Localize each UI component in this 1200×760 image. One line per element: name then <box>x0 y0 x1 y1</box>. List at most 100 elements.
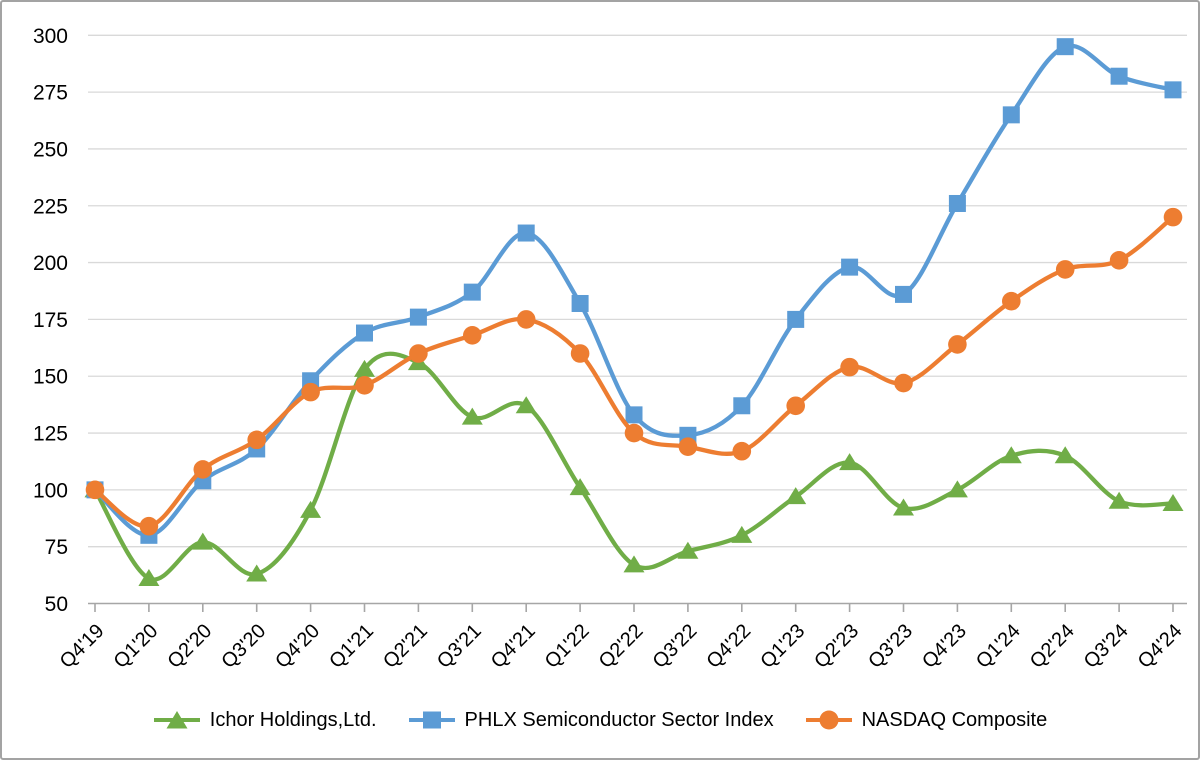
data-point-nasdaq-composite-Q2'20 <box>193 460 213 479</box>
series-line-nasdaq-composite <box>92 214 1176 529</box>
legend-triangle-marker-icon <box>153 711 200 729</box>
data-point-phlx-semiconductor-sector-index-Q2'23 <box>841 258 859 276</box>
data-point-ichor-holdings-ltd-Q2'20 <box>192 532 214 550</box>
data-point-ichor-holdings-ltd-Q4'23 <box>946 480 968 498</box>
y-axis-tick-label: 50 <box>45 593 68 616</box>
data-point-phlx-semiconductor-sector-index-Q1'22 <box>571 294 589 312</box>
data-point-nasdaq-composite-Q1'21 <box>355 376 374 395</box>
data-point-nasdaq-composite-Q3'22 <box>678 437 698 456</box>
data-point-phlx-semiconductor-sector-index-Q1'24 <box>1002 106 1020 124</box>
x-axis-tick-label: Q4'20 <box>271 620 324 673</box>
x-axis-tick-label: Q1'20 <box>110 620 163 673</box>
data-point-nasdaq-composite-Q3'23 <box>894 373 913 393</box>
data-point-ichor-holdings-ltd-Q2'23 <box>839 453 861 471</box>
data-point-ichor-holdings-ltd-Q1'20 <box>138 568 160 586</box>
data-point-nasdaq-composite-Q1'23 <box>786 396 805 416</box>
data-point-nasdaq-composite-Q4'23 <box>948 335 967 354</box>
legend-label-ichor: Ichor Holdings,Ltd. <box>209 708 377 731</box>
x-axis-tick-label: Q1'21 <box>325 620 378 673</box>
data-point-nasdaq-composite-Q1'24 <box>1002 291 1021 311</box>
data-point-phlx-semiconductor-sector-index-Q4'23 <box>948 194 966 212</box>
x-axis-tick-label: Q3'20 <box>217 620 270 673</box>
legend-item-nasdaq: NASDAQ Composite <box>805 708 1048 732</box>
data-point-phlx-semiconductor-sector-index-Q4'21 <box>517 224 535 242</box>
data-point-ichor-holdings-ltd-Q3'23 <box>893 498 914 516</box>
y-axis-labels: 50 75 100 125 150 175 200 225 250 275 300 <box>33 25 68 616</box>
data-point-nasdaq-composite-Q1'20 <box>139 516 159 536</box>
x-axis-tick-label: Q4'21 <box>487 620 540 673</box>
x-axis-tick-label: Q4'23 <box>918 620 971 673</box>
data-point-nasdaq-composite-Q4'21 <box>516 310 536 329</box>
x-axis-tick-label: Q3'22 <box>649 620 702 673</box>
data-point-phlx-semiconductor-sector-index-Q4'24 <box>1164 81 1182 99</box>
data-point-phlx-semiconductor-sector-index-Q2'21 <box>409 308 427 326</box>
y-axis-tick-label: 150 <box>33 366 68 389</box>
x-axis-tick-label: Q1'24 <box>972 620 1025 673</box>
data-point-ichor-holdings-ltd-Q3'24 <box>1108 491 1130 509</box>
series-ichor-holdings-ltd <box>84 351 1184 586</box>
y-axis-tick-label: 300 <box>33 25 68 48</box>
y-axis-tick-label: 225 <box>33 195 68 218</box>
x-axis-tick-label: Q1'23 <box>756 620 809 673</box>
data-point-phlx-semiconductor-sector-index-Q2'24 <box>1056 38 1074 56</box>
legend-square-marker-icon <box>408 711 455 729</box>
x-axis-tick-label: Q2'22 <box>595 620 648 673</box>
data-point-nasdaq-composite-Q3'20 <box>247 430 266 450</box>
series-nasdaq-composite <box>85 207 1183 536</box>
data-point-phlx-semiconductor-sector-index-Q4'22 <box>733 397 751 415</box>
data-point-ichor-holdings-ltd-Q3'21 <box>461 407 483 425</box>
data-point-phlx-semiconductor-sector-index-Q1'23 <box>787 310 805 328</box>
data-point-phlx-semiconductor-sector-index-Q3'23 <box>895 285 912 303</box>
data-point-nasdaq-composite-Q4'24 <box>1163 207 1183 227</box>
data-point-ichor-holdings-ltd-Q3'20 <box>246 564 268 582</box>
legend-item-ichor: Ichor Holdings,Ltd. <box>153 709 377 732</box>
data-point-ichor-holdings-ltd-Q4'20 <box>300 500 322 518</box>
x-axis-tick-label: Q4'24 <box>1134 620 1187 673</box>
chart-legend: Ichor Holdings,Ltd. PHLX Semiconductor S… <box>2 698 1198 742</box>
x-axis-tick-label: Q2'23 <box>810 620 863 673</box>
x-axis <box>88 602 1187 612</box>
x-axis-labels: Q4'19 Q1'20 Q2'20 Q3'20 Q4'20 Q1'21 Q2'21 Q3'21… <box>56 620 1187 673</box>
x-axis-tick-label: Q4'19 <box>56 620 109 673</box>
x-axis-tick-label: Q4'22 <box>702 620 755 673</box>
data-point-nasdaq-composite-Q2'22 <box>624 423 644 443</box>
y-axis-tick-label: 275 <box>33 82 68 105</box>
data-point-ichor-holdings-ltd-Q3'22 <box>677 541 699 559</box>
data-point-nasdaq-composite-Q4'19 <box>85 480 105 500</box>
data-point-nasdaq-composite-Q4'22 <box>732 441 752 461</box>
x-axis-tick-label: Q2'24 <box>1026 620 1079 673</box>
data-point-ichor-holdings-ltd-Q1'22 <box>569 478 591 496</box>
series-phlx-semiconductor-sector-index <box>86 38 1182 544</box>
data-point-phlx-semiconductor-sector-index-Q3'24 <box>1110 67 1128 85</box>
x-axis-tick-label: Q2'21 <box>379 620 432 673</box>
data-point-ichor-holdings-ltd-Q4'22 <box>731 525 753 543</box>
data-point-nasdaq-composite-Q2'21 <box>409 344 428 363</box>
y-axis-tick-label: 75 <box>45 536 68 559</box>
data-point-nasdaq-composite-Q2'23 <box>840 357 859 377</box>
data-point-ichor-holdings-ltd-Q2'22 <box>623 555 645 573</box>
x-axis-tick-label: Q3'23 <box>864 620 917 673</box>
legend-item-phlx: PHLX Semiconductor Sector Index <box>408 709 774 732</box>
data-point-nasdaq-composite-Q3'21 <box>463 326 482 345</box>
x-axis-tick-label: Q2'20 <box>163 620 216 673</box>
data-point-ichor-holdings-ltd-Q1'24 <box>1000 446 1022 464</box>
y-axis-tick-label: 125 <box>33 423 68 446</box>
data-point-phlx-semiconductor-sector-index-Q2'22 <box>625 406 643 424</box>
data-point-nasdaq-composite-Q1'22 <box>570 344 590 363</box>
data-point-phlx-semiconductor-sector-index-Q1'21 <box>356 324 373 342</box>
x-axis-tick-label: Q3'24 <box>1080 620 1133 673</box>
data-point-phlx-semiconductor-sector-index-Q3'21 <box>463 283 481 301</box>
y-axis-tick-label: 200 <box>33 252 68 275</box>
data-point-nasdaq-composite-Q3'24 <box>1109 251 1129 270</box>
x-axis-tick-label: Q1'22 <box>541 620 594 673</box>
legend-circle-marker-icon <box>805 710 852 730</box>
data-point-ichor-holdings-ltd-Q1'21 <box>354 359 375 377</box>
legend-label-phlx: PHLX Semiconductor Sector Index <box>464 708 774 731</box>
data-point-ichor-holdings-ltd-Q2'24 <box>1054 446 1076 464</box>
x-axis-tick-label: Q3'21 <box>433 620 486 673</box>
data-point-nasdaq-composite-Q4'20 <box>301 382 320 402</box>
data-point-nasdaq-composite-Q2'24 <box>1055 260 1075 279</box>
legend-label-nasdaq: NASDAQ Composite <box>861 708 1048 731</box>
